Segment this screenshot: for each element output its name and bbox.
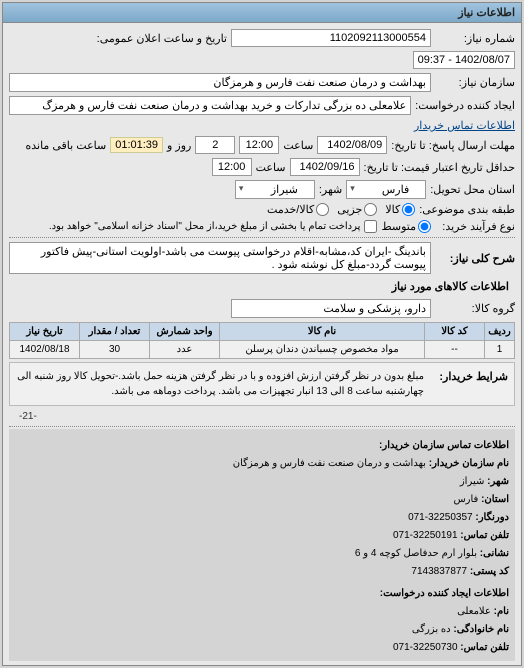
days-remaining: 2 bbox=[195, 136, 235, 154]
contact-province-label: استان: bbox=[481, 494, 509, 505]
group-field: دارو، پزشکی و سلامت bbox=[231, 299, 431, 318]
contact-fax: 32250357-071 bbox=[408, 512, 473, 523]
validity-label: حداقل تاریخ اعتبار قیمت: تا تاریخ: bbox=[364, 161, 515, 174]
deadline-time-field: 12:00 bbox=[239, 136, 279, 154]
cell-qty: 30 bbox=[80, 341, 150, 359]
cell-row: 1 bbox=[485, 341, 515, 359]
contact-phone: 32250191-071 bbox=[393, 530, 458, 541]
buyer-name: بهداشت و درمان صنعت نفت فارس و هرمزگان bbox=[233, 458, 426, 469]
timer: 01:01:39 bbox=[110, 137, 163, 153]
buyer-contact-link[interactable]: اطلاعات تماس خریدار bbox=[414, 119, 515, 132]
validity-time-field: 12:00 bbox=[212, 158, 252, 176]
cell-unit: عدد bbox=[150, 341, 220, 359]
general-field: باندینگ -ایران کد،مشابه-اقلام درخواستی پ… bbox=[9, 242, 431, 274]
process-radio-med[interactable]: متوسط bbox=[381, 220, 431, 233]
payment-note: پرداخت تمام یا بخشی از مبلغ خرید،از محل … bbox=[49, 221, 361, 232]
group-title: اطلاعات کالاهای مورد نیاز bbox=[9, 276, 515, 297]
timer-label: ساعت باقی مانده bbox=[25, 139, 106, 152]
need-number-field: 1102092113000554 bbox=[231, 29, 431, 47]
contact-addr-label: نشانی: bbox=[480, 548, 509, 559]
requester-field: علامعلی ده بزرگی تدارکات و خرید بهداشت و… bbox=[9, 96, 411, 115]
req-lname: ده بزرگی bbox=[412, 624, 451, 635]
general-label: شرح کلی نیاز: bbox=[435, 252, 515, 265]
req-phone-label: تلفن تماس: bbox=[460, 642, 509, 653]
contact-addr: بلوار ارم حدفاصل کوچه 4 و 6 bbox=[355, 548, 477, 559]
contact-province: فارس bbox=[453, 494, 478, 505]
validity-date-field: 1402/09/16 bbox=[290, 158, 360, 176]
requester-label: ایجاد کننده درخواست: bbox=[415, 99, 515, 112]
col-date: تاریخ نیاز bbox=[10, 323, 80, 341]
process-label: نوع فرآیند خرید: bbox=[435, 220, 515, 233]
req-name-label: نام: bbox=[494, 606, 509, 617]
deadline-label: مهلت ارسال پاسخ: تا تاریخ: bbox=[391, 139, 515, 152]
contact-fax-label: دورنگار: bbox=[475, 512, 509, 523]
req-lname-label: نام خانوادگی: bbox=[453, 624, 509, 635]
col-name: نام کالا bbox=[220, 323, 425, 341]
budget-radio-each[interactable]: کالا/خدمت bbox=[267, 203, 329, 216]
radio-each-label: کالا/خدمت bbox=[267, 203, 314, 216]
col-unit: واحد شمارش bbox=[150, 323, 220, 341]
contact-city-label: شهر: bbox=[487, 476, 509, 487]
radio-med-input[interactable] bbox=[418, 220, 431, 233]
radio-partial-label: جزیی bbox=[337, 203, 362, 216]
table-row: 1 -- مواد مخصوص چسباندن دندان پرسلن عدد … bbox=[10, 341, 515, 359]
contact-city: شیراز bbox=[460, 476, 485, 487]
contact-post-label: کد پستی: bbox=[470, 566, 509, 577]
validity-time-label: ساعت bbox=[256, 161, 286, 174]
budget-label: طبقه بندی موضوعی: bbox=[419, 203, 515, 216]
owner-label: سازمان نیاز: bbox=[435, 76, 515, 89]
conditions-text: مبلغ بدون در نظر گرفتن ارزش افزوده و با … bbox=[16, 369, 424, 399]
col-code: کد کالا bbox=[425, 323, 485, 341]
contact-post: 7143837877 bbox=[411, 566, 467, 577]
days-label: روز و bbox=[167, 139, 191, 152]
delivery-place-label: استان محل تحویل: bbox=[430, 183, 515, 196]
radio-partial-input[interactable] bbox=[364, 203, 377, 216]
cell-code: -- bbox=[425, 341, 485, 359]
group-label: گروه کالا: bbox=[435, 302, 515, 315]
announce-field: 1402/08/07 - 09:37 bbox=[413, 51, 515, 69]
deadline-time-label: ساعت bbox=[283, 139, 313, 152]
owner-field: بهداشت و درمان صنعت نفت فارس و هرمزگان bbox=[9, 73, 431, 92]
req-phone: 32250730-071 bbox=[393, 642, 458, 653]
province-select[interactable]: فارس bbox=[346, 180, 426, 199]
cell-date: 1402/08/18 bbox=[10, 341, 80, 359]
req-name: علامعلی bbox=[457, 606, 491, 617]
cell-name: مواد مخصوص چسباندن دندان پرسلن bbox=[220, 341, 425, 359]
budget-radio-partial[interactable]: جزیی bbox=[337, 203, 377, 216]
col-qty: تعداد / مقدار bbox=[80, 323, 150, 341]
contact-phone-label: تلفن تماس: bbox=[460, 530, 509, 541]
city-select-label: شهر: bbox=[319, 183, 342, 196]
budget-radio-goods[interactable]: کالا bbox=[385, 203, 415, 216]
radio-goods-label: کالا bbox=[385, 203, 400, 216]
announce-label: تاریخ و ساعت اعلان عمومی: bbox=[97, 32, 227, 45]
requester-contact-title: اطلاعات ایجاد کننده درخواست: bbox=[15, 585, 509, 603]
radio-each-input[interactable] bbox=[316, 203, 329, 216]
table-header-row: ردیف کد کالا نام کالا واحد شمارش تعداد /… bbox=[10, 323, 515, 341]
items-table: ردیف کد کالا نام کالا واحد شمارش تعداد /… bbox=[9, 322, 515, 359]
radio-med-label: متوسط bbox=[381, 220, 416, 233]
col-row: ردیف bbox=[485, 323, 515, 341]
conditions-label: شرایط خریدار: bbox=[428, 369, 508, 386]
need-number-label: شماره نیاز: bbox=[435, 32, 515, 45]
page-number: -21- bbox=[9, 409, 515, 424]
buyer-contact-title: اطلاعات تماس سازمان خریدار: bbox=[15, 437, 509, 455]
deadline-date-field: 1402/08/09 bbox=[317, 136, 387, 154]
panel-title: اطلاعات نیاز bbox=[3, 3, 521, 23]
buyer-name-label: نام سازمان خریدار: bbox=[429, 458, 509, 469]
payment-checkbox[interactable] bbox=[364, 220, 377, 233]
radio-goods-input[interactable] bbox=[402, 203, 415, 216]
city-select[interactable]: شیراز bbox=[235, 180, 315, 199]
